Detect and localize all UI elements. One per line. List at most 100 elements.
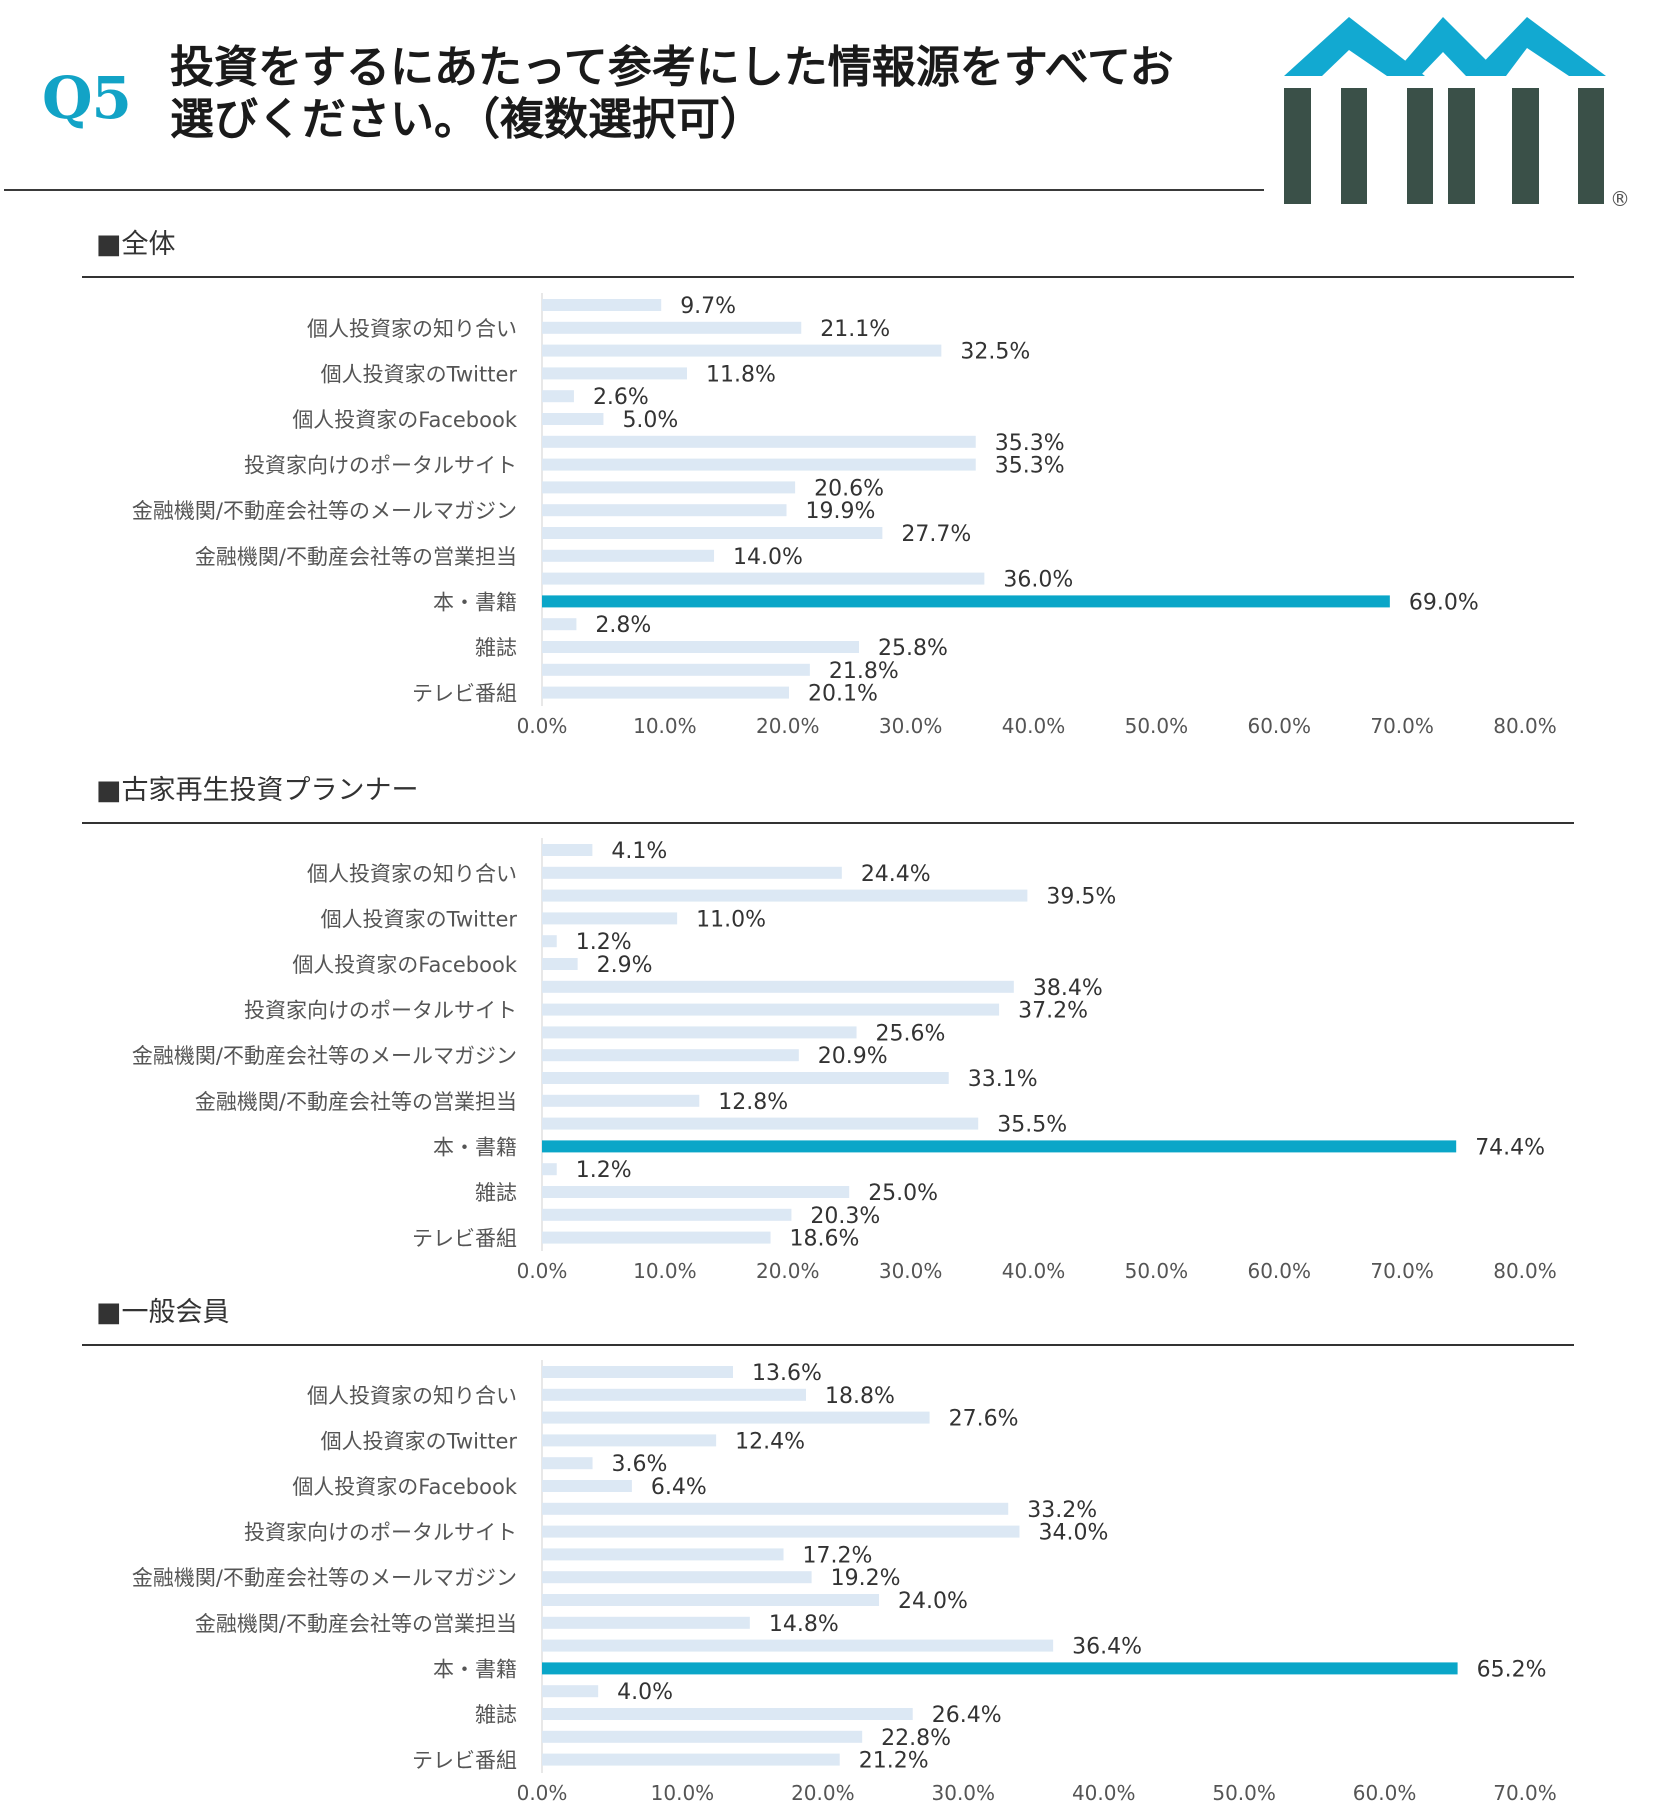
bar-value-label: 11.8% xyxy=(706,362,776,387)
bar-value-label: 12.4% xyxy=(735,1429,805,1454)
bar-value-label: 36.4% xyxy=(1072,1635,1142,1660)
x-tick-label: 0.0% xyxy=(517,1781,568,1805)
bar-value-label: 19.9% xyxy=(806,499,876,524)
bar-value-label: 69.0% xyxy=(1409,590,1479,615)
bar-value-label: 4.1% xyxy=(611,839,667,864)
bar-3 xyxy=(542,889,1028,902)
registered-trademark: ® xyxy=(1610,187,1630,210)
category-label: 個人投資家のFacebook xyxy=(292,953,518,977)
bar-value-label: 25.8% xyxy=(878,636,948,661)
bar-value-label: 37.2% xyxy=(1018,999,1088,1024)
chart-planner: 4.1%24.4%39.5%11.0%1.2%2.9%38.4%37.2%25.… xyxy=(132,838,1557,1283)
bar-18 xyxy=(542,686,789,699)
section-title-planner: ■古家再生投資プランナー xyxy=(96,775,419,806)
bar-5 xyxy=(542,935,557,948)
category-label: 投資家向けのポータルサイト xyxy=(244,454,517,478)
x-tick-label: 60.0% xyxy=(1247,714,1311,738)
section-title-general-member: ■一般会員 xyxy=(96,1297,230,1328)
bar-10 xyxy=(542,504,787,517)
bar-value-label: 27.7% xyxy=(901,522,971,547)
bar-value-label: 21.8% xyxy=(829,659,899,684)
category-label: 個人投資家のTwitter xyxy=(321,1429,518,1453)
bar-value-label: 14.0% xyxy=(733,545,803,570)
x-tick-label: 80.0% xyxy=(1493,1259,1557,1283)
company-logo: ® xyxy=(1284,17,1630,210)
bar-value-label: 26.4% xyxy=(932,1703,1002,1728)
bar-value-label: 35.3% xyxy=(995,454,1065,479)
bar-14 xyxy=(542,1662,1458,1675)
category-label: 雑誌 xyxy=(475,636,517,660)
bar-3 xyxy=(542,344,942,357)
x-tick-label: 20.0% xyxy=(756,1259,820,1283)
bar-7 xyxy=(542,1502,1009,1515)
x-tick-label: 20.0% xyxy=(791,1781,855,1805)
bar-value-label: 35.5% xyxy=(997,1113,1067,1138)
bar-15 xyxy=(542,618,577,631)
bar-value-label: 1.2% xyxy=(576,1158,632,1183)
bar-14 xyxy=(542,1140,1457,1153)
question-number: Q5 xyxy=(42,64,132,132)
bar-17 xyxy=(542,663,810,676)
section-title-overall: ■全体 xyxy=(96,229,176,260)
category-label: 投資家向けのポータルサイト xyxy=(244,1521,517,1545)
bar-value-label: 20.3% xyxy=(810,1204,880,1229)
question-title-line-1: 投資をするにあたって参考にした情報源をすべてお xyxy=(170,42,1174,93)
header-divider xyxy=(4,189,1264,191)
x-tick-label: 20.0% xyxy=(756,714,820,738)
bar-7 xyxy=(542,980,1014,993)
category-label: テレビ番組 xyxy=(412,1749,517,1773)
bar-9 xyxy=(542,481,796,494)
bar-4 xyxy=(542,912,678,925)
x-tick-label: 50.0% xyxy=(1212,1781,1276,1805)
bar-value-label: 33.1% xyxy=(968,1067,1038,1092)
bar-9 xyxy=(542,1548,784,1561)
logo-roof-icon xyxy=(1284,17,1606,76)
bar-value-label: 18.8% xyxy=(825,1384,895,1409)
x-tick-label: 0.0% xyxy=(517,714,568,738)
category-label: 金融機関/不動産会社等のメールマガジン xyxy=(132,1044,517,1068)
x-tick-label: 30.0% xyxy=(879,1259,943,1283)
category-label: 雑誌 xyxy=(475,1703,517,1727)
category-label: 金融機関/不動産会社等の営業担当 xyxy=(195,545,517,569)
bar-value-label: 5.0% xyxy=(622,408,678,433)
bar-16 xyxy=(542,1708,913,1720)
bar-value-label: 38.4% xyxy=(1033,976,1103,1001)
bar-18 xyxy=(542,1753,840,1766)
bar-1 xyxy=(542,299,662,311)
category-label: 雑誌 xyxy=(475,1181,517,1205)
x-tick-label: 10.0% xyxy=(633,714,697,738)
bar-1 xyxy=(542,844,593,856)
bar-value-label: 35.3% xyxy=(995,431,1065,456)
bar-14 xyxy=(542,595,1390,608)
bar-9 xyxy=(542,1026,857,1039)
category-label: 個人投資家のTwitter xyxy=(321,362,518,386)
bar-value-label: 22.8% xyxy=(881,1726,951,1751)
chart-overall: 9.7% 21.1% 32.5% 11.8% 2.6%5.0% 35.3%35.3% 20.… xyxy=(132,293,1557,738)
x-tick-label: 50.0% xyxy=(1125,1259,1189,1283)
x-tick-label: 70.0% xyxy=(1370,1259,1434,1283)
bar-6 xyxy=(542,958,578,970)
bar-11 xyxy=(542,1072,949,1084)
x-tick-label: 70.0% xyxy=(1493,1781,1557,1805)
bar-12 xyxy=(542,1616,750,1629)
bar-value-label: 21.1% xyxy=(820,317,890,342)
section-divider-general-member xyxy=(82,1344,1574,1346)
x-tick-label: 60.0% xyxy=(1247,1259,1311,1283)
bar-4 xyxy=(542,367,687,380)
category-label: 本・書籍 xyxy=(433,590,517,614)
bar-value-label: 18.6% xyxy=(790,1227,860,1252)
bar-13 xyxy=(542,1639,1054,1652)
bar-value-label: 34.0% xyxy=(1038,1521,1108,1546)
bar-value-label: 39.5% xyxy=(1046,885,1116,910)
bar-value-label: 24.4% xyxy=(861,862,931,887)
category-label: 個人投資家のTwitter xyxy=(321,907,518,931)
category-label: 個人投資家のFacebook xyxy=(292,408,518,432)
category-label: テレビ番組 xyxy=(412,682,517,706)
bar-10 xyxy=(542,1571,812,1584)
bar-11 xyxy=(542,1594,880,1606)
x-tick-label: 0.0% xyxy=(517,1259,568,1283)
bar-value-label: 6.4% xyxy=(651,1475,707,1500)
category-label: 本・書籍 xyxy=(433,1135,517,1159)
category-label: 個人投資家の知り合い xyxy=(307,317,517,341)
x-tick-label: 40.0% xyxy=(1072,1781,1136,1805)
